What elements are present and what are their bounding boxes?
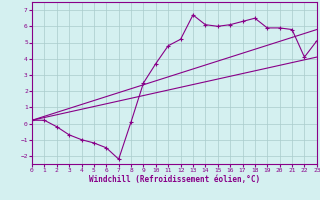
X-axis label: Windchill (Refroidissement éolien,°C): Windchill (Refroidissement éolien,°C): [89, 175, 260, 184]
